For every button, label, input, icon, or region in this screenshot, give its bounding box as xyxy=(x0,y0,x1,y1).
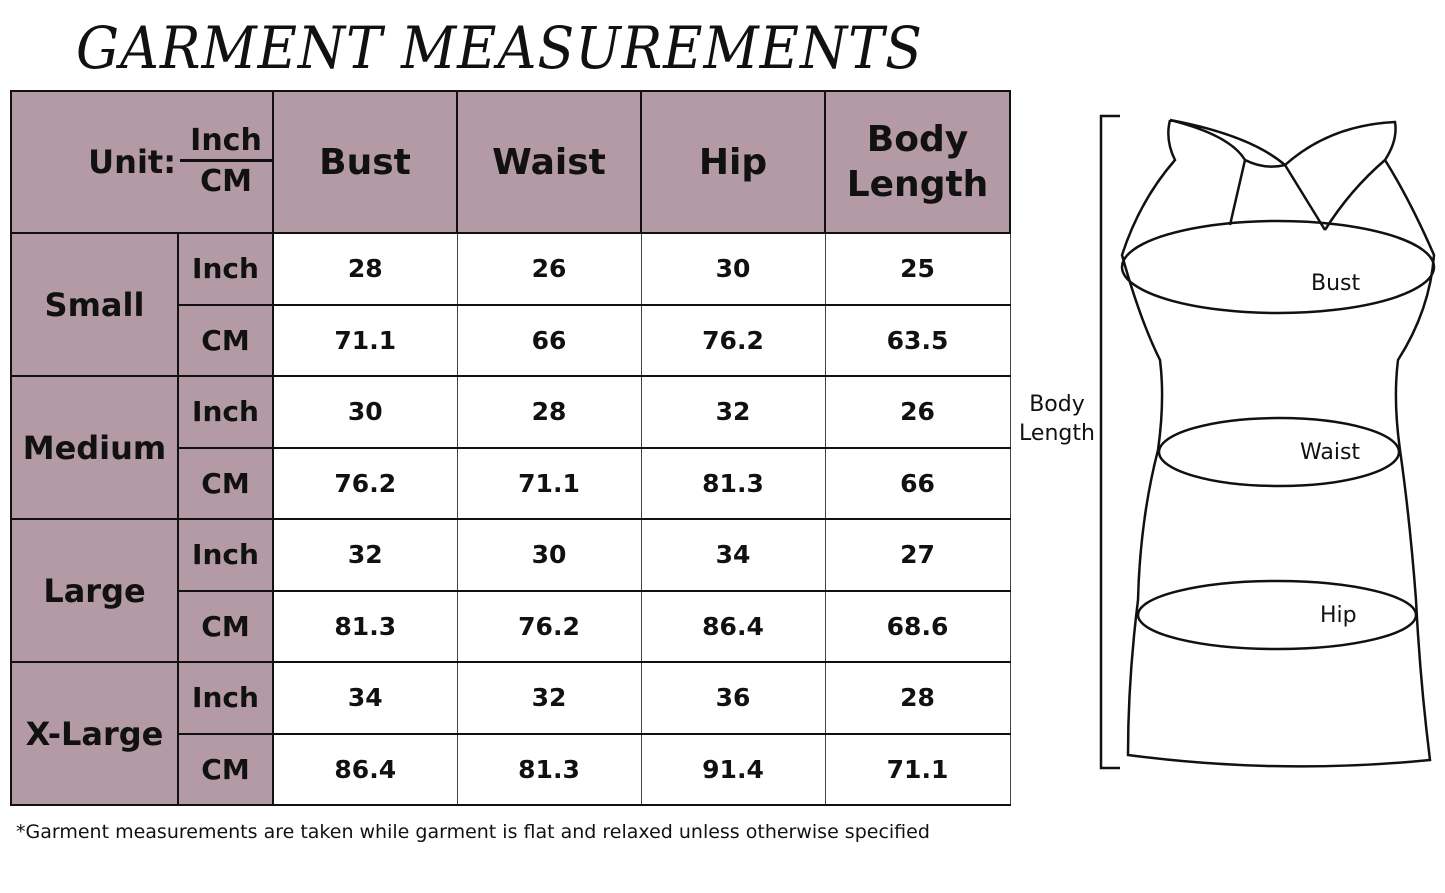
table-row: X-Large Inch 34 32 36 28 xyxy=(10,661,1011,806)
measurement-cell: 28 xyxy=(272,232,458,306)
table-row: Medium Inch 30 28 32 26 xyxy=(10,375,1011,520)
size-label: Medium xyxy=(10,375,179,520)
unit-inch: Inch xyxy=(180,123,272,162)
size-label: X-Large xyxy=(10,661,179,806)
unit-cell: CM xyxy=(177,590,274,663)
column-header-bust: Bust xyxy=(272,90,458,234)
measurement-cell: 81.3 xyxy=(272,590,458,663)
measurement-cell: 86.4 xyxy=(640,590,826,663)
measurement-cell: 32 xyxy=(272,518,458,592)
measurement-cell: 34 xyxy=(640,518,826,592)
column-header-waist: Waist xyxy=(456,90,642,234)
measurement-cell: 71.1 xyxy=(272,304,458,377)
measurement-cell: 30 xyxy=(640,232,826,306)
size-chart-table: Unit: Inch CM Bust Waist Hip Body Length … xyxy=(10,90,1011,806)
unit-cell: CM xyxy=(177,733,274,806)
unit-cell: Inch xyxy=(177,518,274,592)
body-length-label-2: Length xyxy=(1019,421,1095,446)
measurement-cell: 76.2 xyxy=(640,304,826,377)
table-row: Small Inch 28 26 30 25 xyxy=(10,232,1011,377)
unit-header: Unit: Inch CM xyxy=(10,90,274,234)
measurement-cell: 28 xyxy=(824,661,1011,735)
garment-diagram: Bust Waist Hip Body Length xyxy=(1019,114,1436,770)
hip-label: Hip xyxy=(1320,603,1357,628)
unit-cell: Inch xyxy=(177,661,274,735)
measurement-cell: 26 xyxy=(456,232,642,306)
unit-cell: CM xyxy=(177,447,274,520)
dress-outline xyxy=(1120,118,1436,768)
table-row: CM 86.4 81.3 91.4 71.1 xyxy=(11,733,1011,806)
measurement-cell: 76.2 xyxy=(456,590,642,663)
measurement-cell: 32 xyxy=(640,375,826,449)
measurement-cell: 71.1 xyxy=(824,733,1011,806)
measurement-cell: 86.4 xyxy=(272,733,458,806)
measurement-cell: 36 xyxy=(640,661,826,735)
measurement-cell: 27 xyxy=(824,518,1011,592)
size-label: Large xyxy=(10,518,179,663)
waist-line xyxy=(1157,416,1401,488)
measurement-cell: 30 xyxy=(456,518,642,592)
table-row: CM 81.3 76.2 86.4 68.6 xyxy=(11,590,1011,663)
measurement-cell: 81.3 xyxy=(640,447,826,520)
hip-line xyxy=(1136,579,1418,651)
measurement-cell: 81.3 xyxy=(456,733,642,806)
column-header-body-length: Body Length xyxy=(824,90,1011,234)
column-header-hip: Hip xyxy=(640,90,826,234)
bust-line xyxy=(1120,219,1436,315)
measurement-cell: 26 xyxy=(824,375,1011,449)
measurement-cell: 30 xyxy=(272,375,458,449)
unit-cell: CM xyxy=(177,304,274,377)
table-row: CM 71.1 66 76.2 63.5 xyxy=(11,304,1011,377)
measurement-cell: 76.2 xyxy=(272,447,458,520)
waist-label: Waist xyxy=(1300,440,1360,465)
measurement-cell: 68.6 xyxy=(824,590,1011,663)
unit-cell: Inch xyxy=(177,375,274,449)
body-length-label-1: Body xyxy=(1029,392,1085,417)
measurement-cell: 34 xyxy=(272,661,458,735)
unit-cm: CM xyxy=(200,163,252,199)
measurement-cell: 71.1 xyxy=(456,447,642,520)
measurement-cell: 25 xyxy=(824,232,1011,306)
measurement-cell: 32 xyxy=(456,661,642,735)
table-row: Large Inch 32 30 34 27 xyxy=(10,518,1011,663)
page-title: GARMENT MEASUREMENTS xyxy=(76,14,923,82)
size-label: Small xyxy=(10,232,179,377)
measurement-cell: 91.4 xyxy=(640,733,826,806)
unit-label: Unit: xyxy=(88,143,176,181)
footnote: *Garment measurements are taken while ga… xyxy=(16,821,930,843)
measurement-cell: 66 xyxy=(824,447,1011,520)
measurement-cell: 28 xyxy=(456,375,642,449)
measurement-cell: 66 xyxy=(456,304,642,377)
table-row: CM 76.2 71.1 81.3 66 xyxy=(11,447,1011,520)
measurement-cell: 63.5 xyxy=(824,304,1011,377)
length-bracket xyxy=(1099,114,1120,770)
bust-label: Bust xyxy=(1311,271,1360,296)
unit-cell: Inch xyxy=(177,232,274,306)
